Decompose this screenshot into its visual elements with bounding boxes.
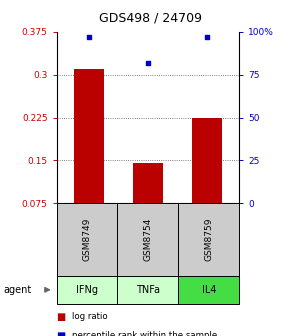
Text: percentile rank within the sample: percentile rank within the sample — [72, 331, 218, 336]
Text: GSM8759: GSM8759 — [204, 218, 213, 261]
Point — [87, 34, 91, 40]
Text: GSM8754: GSM8754 — [143, 218, 153, 261]
Text: TNFa: TNFa — [136, 285, 160, 295]
Text: GDS498 / 24709: GDS498 / 24709 — [99, 12, 202, 25]
Point — [146, 60, 150, 66]
Text: GSM8749: GSM8749 — [82, 218, 92, 261]
Text: ■: ■ — [57, 331, 66, 336]
Bar — [192, 118, 222, 203]
Text: ■: ■ — [57, 312, 66, 323]
Point — [204, 34, 209, 40]
Bar — [74, 69, 104, 203]
Text: agent: agent — [3, 285, 31, 295]
Text: IFNg: IFNg — [76, 285, 98, 295]
Text: IL4: IL4 — [202, 285, 216, 295]
Text: log ratio: log ratio — [72, 312, 108, 322]
Bar — [133, 163, 163, 203]
